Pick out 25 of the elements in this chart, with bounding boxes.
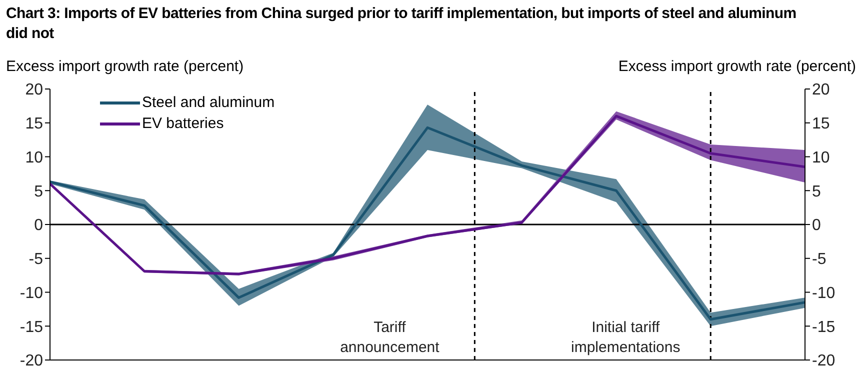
y2-tick-label: 20 bbox=[812, 82, 830, 99]
y2-tick-label: -10 bbox=[812, 284, 836, 302]
annotation: Tariff announcement bbox=[340, 319, 440, 356]
y2-tick-label: -5 bbox=[812, 251, 826, 268]
y-axis-title: Excess import growth rate (percent) bbox=[6, 58, 244, 75]
legend-label: EV batteries bbox=[142, 115, 224, 132]
chart-title: Chart 3: Imports of EV batteries from China surged prior to tariff implementation, but imports of steel and aluminum did not bbox=[6, 4, 798, 44]
y-tick-label: 5 bbox=[34, 183, 44, 200]
y-tick-label: -10 bbox=[20, 284, 44, 302]
y-tick-label: 0 bbox=[34, 217, 44, 234]
y2-tick-label: -20 bbox=[812, 352, 836, 368]
y-tick-label: 15 bbox=[25, 116, 44, 133]
y-tick-label: -5 bbox=[28, 251, 44, 268]
y2-tick-label: 10 bbox=[812, 149, 830, 166]
y-tick-label: -15 bbox=[20, 318, 44, 336]
y2-tick-label: -15 bbox=[812, 318, 836, 336]
y2-tick-label: 5 bbox=[812, 183, 821, 200]
y2-tick-label: 15 bbox=[812, 116, 830, 133]
annotation: Initial tariff implementations bbox=[571, 319, 680, 356]
y-tick-label: 10 bbox=[25, 149, 44, 166]
y-tick-label: -20 bbox=[20, 352, 44, 368]
y-tick-label: 20 bbox=[25, 82, 44, 99]
y2-tick-label: 0 bbox=[812, 217, 821, 234]
y2-axis-title: Excess import growth rate (percent) bbox=[618, 58, 856, 75]
legend-label: Steel and aluminum bbox=[142, 94, 275, 111]
